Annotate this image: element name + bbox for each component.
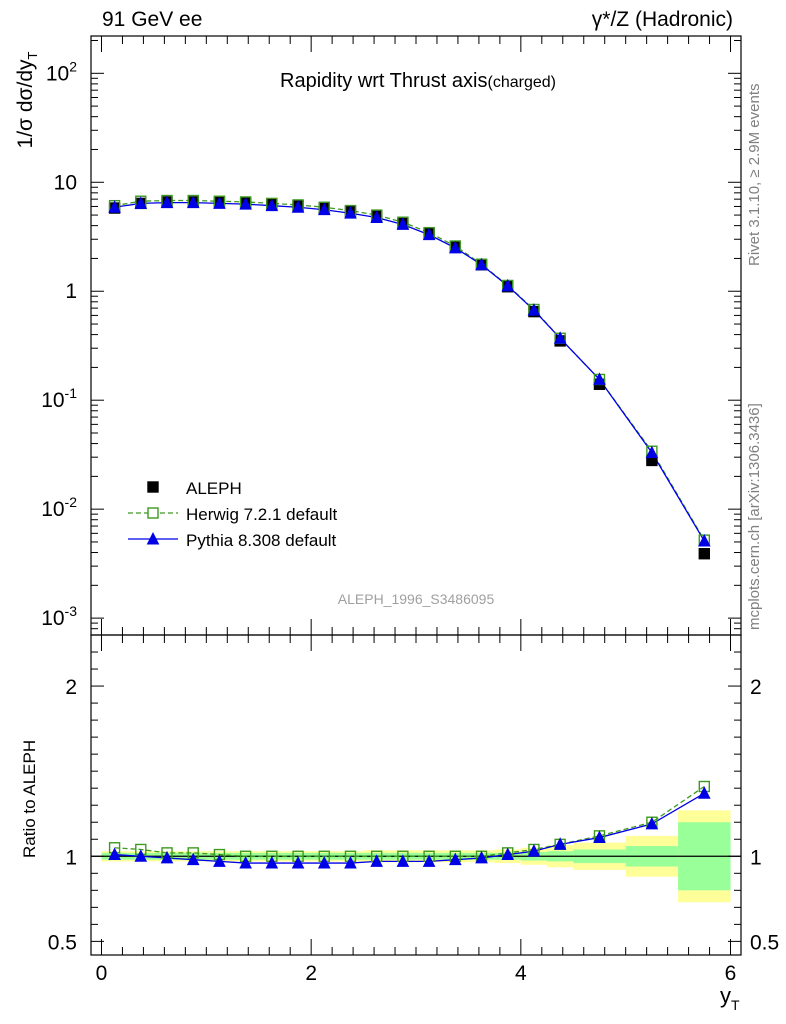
aleph-data-point — [698, 548, 711, 560]
legend-pythia-label: Pythia 8.308 default — [186, 531, 337, 550]
pythia-ratio-point — [317, 856, 331, 869]
x-tick-label: 6 — [725, 962, 737, 985]
x-tick-label: 0 — [96, 962, 108, 985]
pythia-ratio-point — [239, 856, 252, 869]
legend-aleph-marker — [147, 481, 159, 493]
pythia-ratio-point — [553, 837, 567, 850]
pythia-ratio-point — [645, 816, 659, 830]
pythia-ratio-point — [160, 850, 174, 864]
pythia-data-point — [370, 210, 383, 223]
analysis-watermark: ALEPH_1996_S3486095 — [338, 591, 495, 607]
legend-herwig-marker — [147, 507, 159, 519]
legend-aleph-label: ALEPH — [186, 479, 242, 498]
pythia-data-point — [475, 257, 488, 271]
pythia-ratio-point — [475, 850, 488, 864]
pythia-ratio-point — [449, 852, 462, 866]
pythia-data-point — [160, 195, 174, 209]
pythia-ratio-point — [593, 830, 606, 844]
ratio-y-tick-label-right: 1 — [750, 846, 762, 869]
pythia-ratio-point — [265, 856, 279, 869]
ratio-y-tick-label-left: 2 — [65, 676, 77, 699]
pythia-data-point — [449, 240, 462, 254]
pythia-data-point — [527, 303, 541, 316]
pythia-data-point — [239, 197, 252, 210]
y-tick-label: 102 — [46, 58, 77, 85]
pythia-ratio-point — [501, 847, 515, 861]
pythia-data-point — [697, 533, 711, 547]
x-tick-label: 4 — [515, 962, 527, 985]
pythia-data-point — [553, 331, 567, 344]
pythia-ratio-point — [697, 786, 711, 799]
pythia-data-point — [593, 372, 606, 385]
pythia-data-point — [265, 198, 279, 212]
pythia-ratio-point — [213, 854, 226, 867]
pythia-ratio-point — [422, 854, 436, 867]
pythia-data-point — [396, 217, 410, 230]
y-tick-label: 10-2 — [41, 494, 77, 521]
ratio-y-tick-label-left: 0.5 — [48, 931, 77, 954]
pythia-ratio-point — [291, 856, 305, 869]
ratio-plot-frame — [90, 634, 742, 956]
header-left: 91 GeV ee — [102, 8, 203, 31]
legend-herwig-label: Herwig 7.2.1 default — [186, 505, 337, 524]
pythia-ratio-point — [344, 856, 357, 869]
chart-title: Rapidity wrt Thrust axis(charged) — [280, 70, 556, 92]
y-tick-label: 10 — [54, 171, 77, 194]
pythia-data-point — [422, 227, 436, 241]
pythia-data-point — [108, 200, 121, 213]
y-tick-label: 1 — [65, 280, 77, 303]
header-right: γ*/Z (Hadronic) — [591, 8, 733, 31]
pythia-data-point — [186, 195, 200, 209]
pythia-data-point — [645, 445, 659, 459]
y-tick-label: 10-1 — [41, 385, 77, 412]
pythia-data-point — [213, 196, 226, 209]
pythia-data-point — [317, 202, 331, 216]
x-tick-label: 2 — [305, 962, 317, 985]
main-y-axis-label: 1/σ dσ/dyT — [14, 51, 40, 148]
legend-pythia-marker — [146, 531, 160, 545]
pythia-ratio-point — [134, 849, 148, 862]
x-axis-label: yT — [720, 983, 740, 1013]
pythia-data-point — [344, 206, 357, 219]
pythia-ratio-point — [370, 854, 383, 867]
y-tick-label: 10-3 — [41, 603, 77, 630]
pythia-data-point — [291, 200, 305, 213]
ratio-y-tick-label-left: 1 — [65, 846, 77, 869]
ratio-y-tick-label-right: 0.5 — [750, 931, 779, 954]
pythia-ratio-point — [396, 854, 410, 867]
pythia-data-point — [134, 196, 148, 209]
pythia-ratio-point — [527, 844, 541, 857]
pythia-ratio-point — [186, 852, 200, 866]
ratio-y-tick-label-right: 2 — [750, 676, 762, 699]
pythia-ratio-point — [108, 847, 121, 861]
pythia-data-point — [501, 278, 515, 292]
